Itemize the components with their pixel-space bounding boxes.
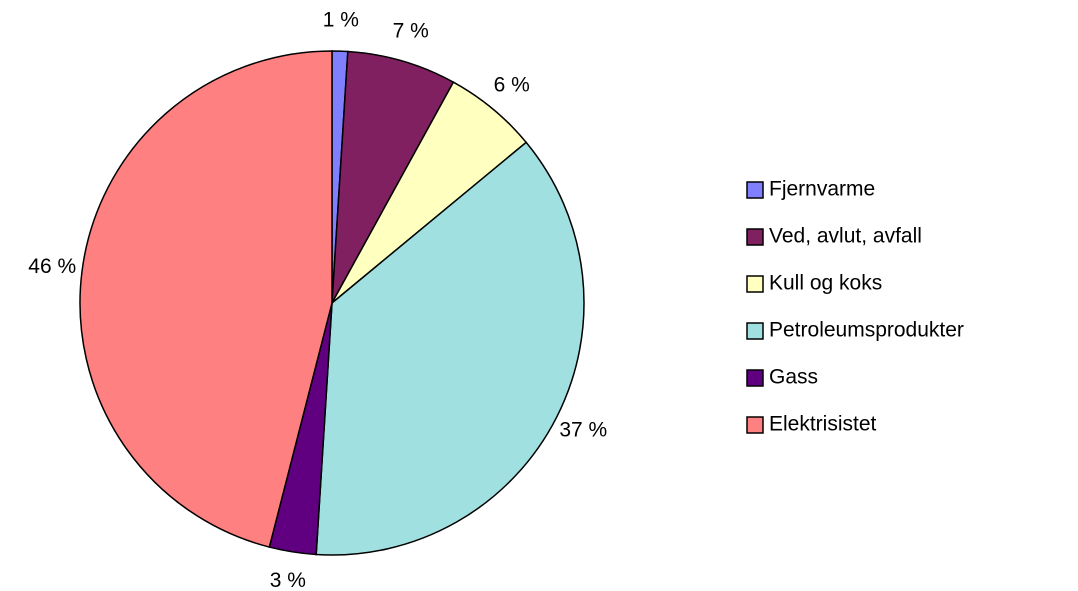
- pie-slice: [79, 50, 333, 548]
- data-label: 1 %: [323, 9, 359, 32]
- legend-swatch: [746, 228, 764, 246]
- data-label: 37 %: [559, 419, 607, 442]
- data-label: 46 %: [28, 255, 76, 278]
- legend-swatch: [746, 369, 764, 387]
- legend-swatch: [746, 416, 764, 434]
- data-label: 3 %: [270, 569, 306, 591]
- legend-label: Petroleumsprodukter: [769, 319, 964, 342]
- legend-swatch: [746, 275, 764, 293]
- legend-swatch: [746, 181, 764, 199]
- legend-label: Gass: [769, 366, 818, 389]
- legend-label: Ved, avlut, avfall: [769, 225, 922, 248]
- data-label: 6 %: [494, 73, 530, 96]
- legend-swatch: [746, 322, 764, 340]
- pie-slice: [315, 141, 585, 556]
- legend-label: Elektrisistet: [769, 413, 877, 436]
- pie-slice: [331, 50, 455, 304]
- legend-label: Kull og koks: [769, 272, 882, 295]
- data-label: 7 %: [393, 20, 429, 43]
- legend-label: Fjernvarme: [769, 178, 875, 201]
